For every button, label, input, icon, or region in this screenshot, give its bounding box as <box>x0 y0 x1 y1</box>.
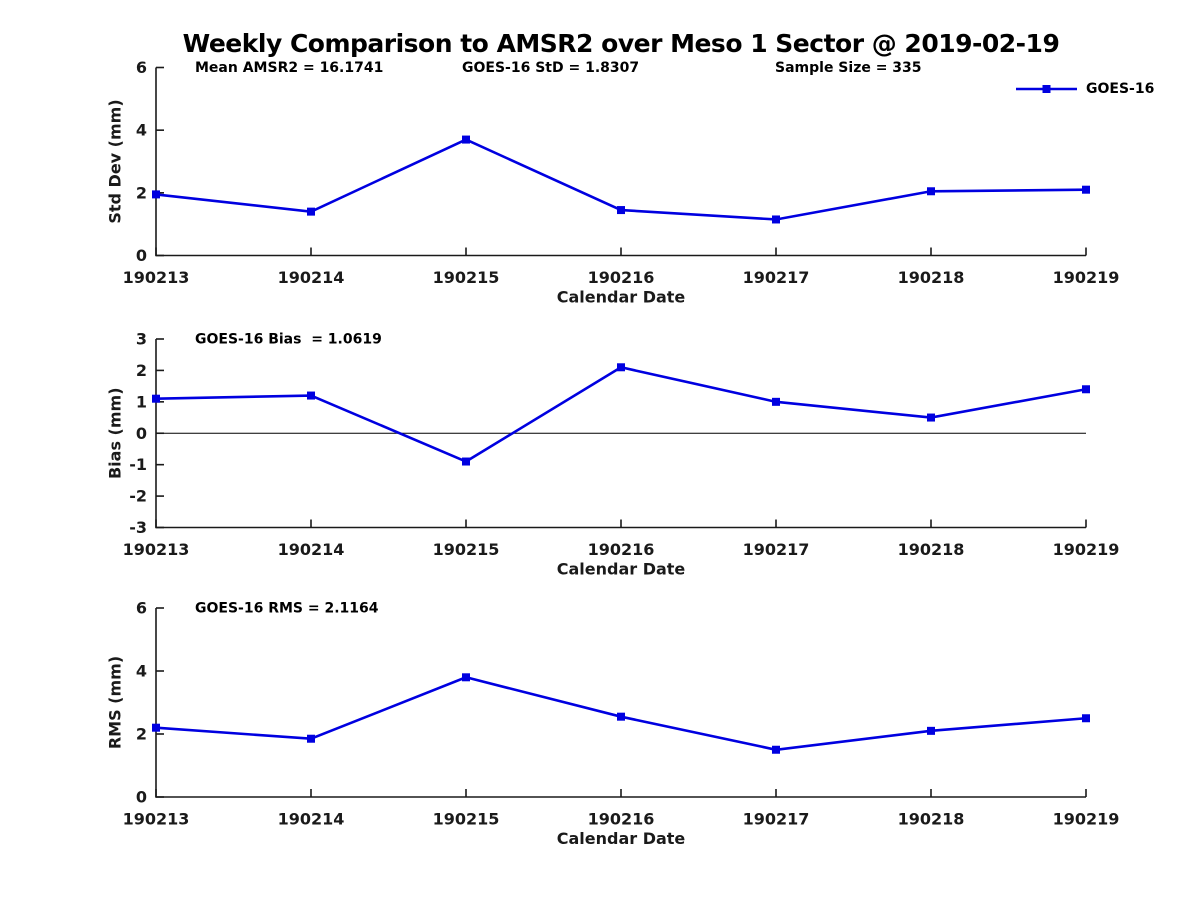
stddev-axes <box>155 67 1086 257</box>
x-tick-label: 190216 <box>588 268 655 287</box>
bias-data-point-marker <box>617 363 625 372</box>
rms-data-point-marker <box>772 745 780 754</box>
x-tick-label: 190219 <box>1053 540 1120 559</box>
bias-series-line <box>155 365 1087 463</box>
bias-y-axis-label: Bias (mm) <box>106 387 125 479</box>
rms-data-point-marker <box>617 712 625 721</box>
y-tick-label: 0 <box>136 788 147 807</box>
stddev-data-point-marker <box>462 135 470 144</box>
x-tick-label: 190218 <box>898 268 965 287</box>
stddev-annotation: Sample Size = 335 <box>775 60 922 76</box>
y-tick-label: 2 <box>136 725 147 744</box>
bias-x-axis-label: Calendar Date <box>557 560 686 579</box>
x-tick-label: 190214 <box>278 540 345 559</box>
x-tick-label: 190215 <box>433 540 500 559</box>
stddev-data-point-marker <box>772 215 780 224</box>
rms-axes <box>155 608 1086 798</box>
x-tick-label: 190214 <box>278 810 345 829</box>
y-tick-label: -2 <box>129 487 147 506</box>
x-tick-label: 190219 <box>1053 268 1120 287</box>
legend-marker <box>1042 85 1051 93</box>
stddev-data-point-marker <box>1082 185 1090 194</box>
y-tick-label: 0 <box>136 246 147 265</box>
y-tick-label: 2 <box>136 183 147 202</box>
legend-label: GOES-16 <box>1086 81 1154 97</box>
x-tick-label: 190213 <box>123 268 190 287</box>
rms-data-point-marker <box>307 734 315 743</box>
x-tick-label: 190214 <box>278 268 345 287</box>
y-tick-label: 4 <box>136 121 147 140</box>
x-tick-label: 190213 <box>123 810 190 829</box>
stddev-annotation: Mean AMSR2 = 16.1741 <box>195 60 383 76</box>
x-tick-label: 190219 <box>1053 810 1120 829</box>
x-tick-label: 190213 <box>123 540 190 559</box>
bias-annotation: GOES-16 Bias = 1.0619 <box>195 332 382 348</box>
y-tick-label: 0 <box>136 424 147 443</box>
x-tick-label: 190217 <box>743 268 810 287</box>
rms-annotation: GOES-16 RMS = 2.1164 <box>195 601 379 617</box>
stddev-data-point-marker <box>307 207 315 216</box>
rms-y-axis-label: RMS (mm) <box>106 656 125 749</box>
rms-data-point-marker <box>927 726 935 735</box>
x-tick-label: 190217 <box>743 810 810 829</box>
bias-subplot: -3 -2 -1 0 1 2 3 190213 190214 190215 190216 190217… <box>106 330 1120 579</box>
stddev-data-point-marker <box>927 187 935 196</box>
stddev-subplot: 0 2 4 6 190213 190214 190215 190216 190217 190218… <box>106 58 1155 307</box>
y-tick-label: 1 <box>136 392 147 411</box>
stddev-annotation: GOES-16 StD = 1.8307 <box>462 60 639 76</box>
stddev-data-point-marker <box>617 206 625 215</box>
y-tick-label: -3 <box>129 518 147 537</box>
y-tick-label: 6 <box>136 58 147 77</box>
rms-data-point-marker <box>1082 714 1090 723</box>
bias-data-point-marker <box>152 394 160 403</box>
figure-title: Weekly Comparison to AMSR2 over Meso 1 S… <box>182 29 1060 58</box>
rms-x-axis-label: Calendar Date <box>557 829 686 848</box>
y-tick-label: 3 <box>136 330 147 349</box>
bias-data-point-marker <box>927 413 935 422</box>
legend: GOES-16 <box>1016 81 1154 97</box>
x-tick-label: 190215 <box>433 810 500 829</box>
y-tick-label: -1 <box>129 455 147 474</box>
stddev-y-axis-label: Std Dev (mm) <box>106 99 125 223</box>
bias-data-point-marker <box>462 457 470 466</box>
x-tick-label: 190217 <box>743 540 810 559</box>
x-tick-label: 190215 <box>433 268 500 287</box>
bias-data-point-marker <box>307 391 315 400</box>
stddev-data-point-marker <box>152 190 160 199</box>
y-tick-label: 6 <box>136 599 147 618</box>
bias-data-point-marker <box>1082 385 1090 394</box>
x-tick-label: 190218 <box>898 810 965 829</box>
rms-data-point-marker <box>462 673 470 682</box>
x-tick-label: 190218 <box>898 540 965 559</box>
rms-data-point-marker <box>152 723 160 732</box>
bias-data-point-marker <box>772 397 780 406</box>
y-tick-label: 2 <box>136 361 147 380</box>
x-tick-label: 190216 <box>588 540 655 559</box>
y-tick-label: 4 <box>136 662 147 681</box>
x-tick-label: 190216 <box>588 810 655 829</box>
stddev-x-axis-label: Calendar Date <box>557 288 686 307</box>
rms-subplot: 0 2 4 6 190213 190214 190215 190216 190217 190218… <box>106 599 1120 849</box>
